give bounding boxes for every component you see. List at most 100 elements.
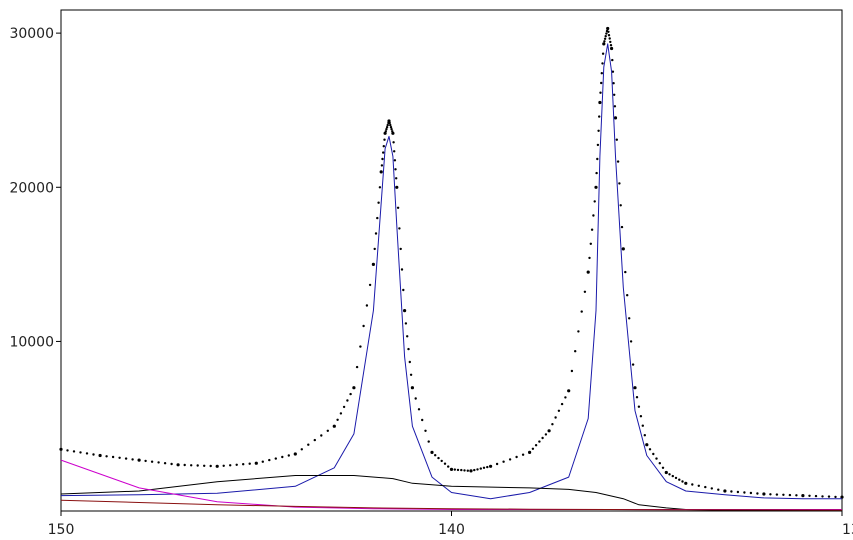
data-point-interp: [390, 128, 393, 131]
data-point: [801, 494, 805, 498]
data-point-interp: [605, 32, 608, 35]
data-point-interp: [404, 322, 408, 325]
data-point-interp: [170, 462, 173, 466]
data-point-interp: [655, 457, 658, 460]
data-point-interp: [92, 453, 95, 456]
data-point-interp: [736, 490, 740, 494]
data-point: [489, 464, 493, 468]
data-point-interp: [66, 449, 69, 452]
data-point-interp: [460, 468, 463, 472]
data-point: [430, 450, 434, 454]
data-point: [598, 100, 602, 105]
data-point: [645, 443, 649, 447]
data-point-interp: [235, 463, 238, 466]
data-point-interp: [466, 469, 469, 472]
data-point-interp: [601, 52, 605, 55]
data-point: [395, 185, 399, 189]
data-point-interp: [775, 493, 779, 496]
data-point-interp: [443, 462, 447, 465]
data-point-interp: [355, 365, 359, 369]
data-point-interp: [392, 141, 395, 144]
data-point: [723, 489, 727, 493]
data-point-interp: [604, 35, 607, 38]
data-point: [383, 131, 387, 135]
series-background-line: [60, 499, 843, 511]
data-point: [586, 270, 590, 274]
data-point-interp: [389, 126, 393, 129]
data-point: [840, 495, 844, 499]
data-point-interp: [385, 128, 388, 131]
data-point-interp: [599, 91, 602, 94]
data-point-interp: [111, 455, 115, 459]
data-point-interp: [782, 493, 785, 496]
data-point-interp: [274, 457, 277, 460]
data-point-interp: [196, 464, 199, 467]
data-point-interp: [580, 310, 583, 313]
data-point: [610, 46, 614, 51]
data-point-interp: [248, 462, 251, 465]
data-point-interp: [349, 392, 352, 396]
data-point-interp: [668, 473, 671, 476]
data-point-interp: [85, 452, 89, 455]
data-point: [332, 424, 336, 428]
data-point-interp: [749, 491, 753, 495]
data-point: [176, 463, 180, 467]
data-point-interp: [406, 335, 409, 338]
data-point-interp: [577, 330, 580, 333]
data-point-interp: [643, 434, 646, 437]
x-tick-label: 150: [48, 522, 75, 538]
data-point-interp: [427, 440, 430, 443]
data-point-interp: [717, 488, 720, 491]
data-point-interp: [399, 247, 402, 251]
data-point-interp: [730, 490, 733, 493]
data-point-interp: [648, 448, 652, 451]
data-point-interp: [631, 363, 635, 366]
data-point-interp: [144, 459, 147, 463]
data-point-interp: [551, 423, 554, 426]
data-point-interp: [307, 443, 310, 446]
data-point-interp: [671, 474, 674, 478]
data-point-interp: [408, 360, 411, 364]
data-point-interp: [629, 340, 633, 343]
data-point-interp: [596, 157, 599, 161]
plot-frame: [60, 9, 843, 512]
data-point-interp: [704, 485, 707, 489]
data-point-interp: [336, 418, 339, 421]
data-point-interp: [382, 145, 385, 148]
data-point-interp: [615, 138, 618, 141]
data-point-interp: [592, 214, 595, 217]
data-point-interp: [502, 460, 505, 463]
data-point: [567, 389, 571, 393]
data-point: [547, 429, 551, 433]
data-point: [215, 464, 219, 468]
data-point-interp: [827, 495, 831, 498]
data-point-interp: [131, 458, 134, 461]
data-point-interp: [597, 129, 600, 132]
data-point-interp: [628, 317, 631, 320]
data-point-interp: [603, 40, 606, 43]
data-point-interp: [560, 402, 564, 406]
data-point: [633, 386, 637, 390]
data-point-interp: [72, 450, 76, 453]
data-point-interp: [626, 294, 629, 297]
data-point-interp: [342, 405, 346, 409]
data-point-interp: [674, 476, 678, 480]
data-point: [371, 262, 375, 266]
data-point: [352, 386, 356, 390]
data-point-interp: [382, 151, 385, 154]
data-point-interp: [639, 415, 643, 418]
data-point-interp: [414, 397, 417, 400]
data-point: [594, 185, 598, 189]
data-point-interp: [635, 396, 639, 399]
data-point-interp: [710, 487, 713, 490]
data-point-interp: [421, 418, 424, 422]
data-point: [410, 386, 414, 390]
data-point-interp: [590, 228, 594, 231]
data-point-interp: [209, 464, 212, 468]
data-point-interp: [603, 37, 607, 40]
data-point-interp: [434, 454, 437, 457]
data-point: [293, 452, 297, 456]
x-tick-label: 130: [842, 522, 853, 538]
data-point-interp: [598, 115, 601, 118]
